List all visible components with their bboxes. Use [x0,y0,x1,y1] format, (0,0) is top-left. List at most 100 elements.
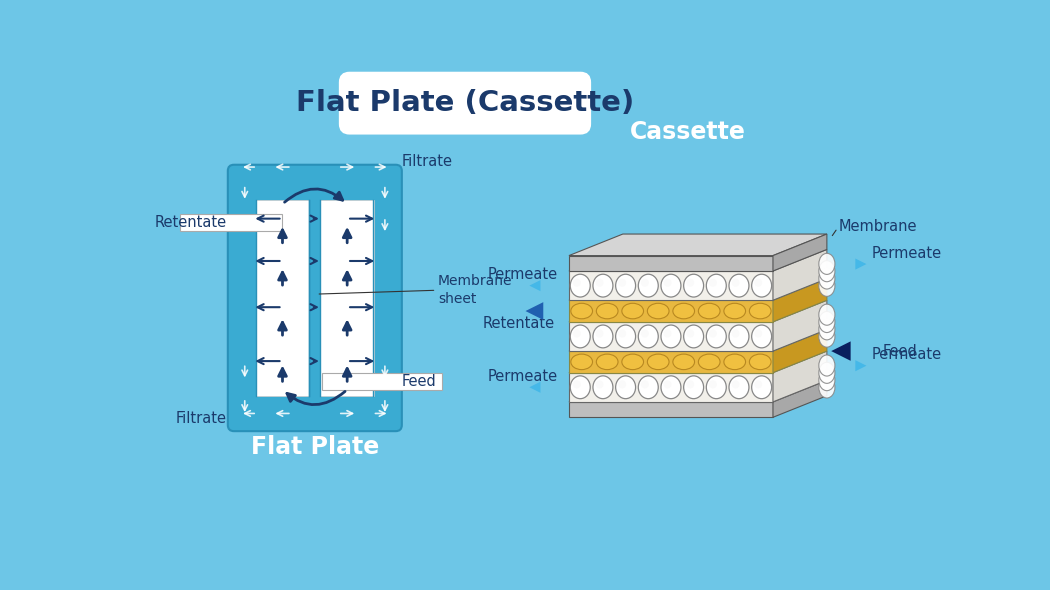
Ellipse shape [709,278,717,287]
Ellipse shape [732,380,739,388]
Ellipse shape [707,376,727,399]
Text: Retentate: Retentate [154,215,227,230]
Ellipse shape [687,278,694,287]
Polygon shape [569,271,773,300]
Ellipse shape [640,278,649,287]
Ellipse shape [648,303,669,319]
Ellipse shape [684,325,704,348]
Polygon shape [569,330,827,351]
Ellipse shape [752,325,772,348]
Ellipse shape [752,274,772,297]
Ellipse shape [573,278,581,287]
Ellipse shape [819,362,835,384]
Ellipse shape [819,369,835,391]
Ellipse shape [595,329,604,337]
Text: Flat Plate (Cassette): Flat Plate (Cassette) [296,89,634,117]
Ellipse shape [673,303,694,319]
Ellipse shape [648,354,669,369]
Ellipse shape [819,312,835,333]
Ellipse shape [615,325,635,348]
Ellipse shape [596,303,618,319]
FancyBboxPatch shape [228,165,402,431]
Bar [181,214,282,231]
Text: Permeate: Permeate [487,369,558,384]
Ellipse shape [571,303,592,319]
Polygon shape [569,255,773,271]
Ellipse shape [754,278,762,287]
Ellipse shape [819,268,835,289]
Ellipse shape [615,376,635,399]
Ellipse shape [732,278,739,287]
Bar [255,200,310,396]
Text: Flat Plate: Flat Plate [251,435,379,458]
Ellipse shape [698,303,720,319]
Ellipse shape [664,329,672,337]
Ellipse shape [687,380,694,388]
Ellipse shape [723,354,746,369]
Text: Filtrate: Filtrate [402,154,453,169]
Ellipse shape [684,274,704,297]
Ellipse shape [698,354,720,369]
Ellipse shape [819,304,835,325]
Ellipse shape [571,354,592,369]
Ellipse shape [729,274,749,297]
Polygon shape [773,300,827,351]
Ellipse shape [673,354,694,369]
Polygon shape [773,381,827,417]
Ellipse shape [660,376,681,399]
Bar [321,373,442,389]
Ellipse shape [638,274,658,297]
Ellipse shape [660,325,681,348]
Ellipse shape [709,380,717,388]
Text: Permeate: Permeate [487,267,558,283]
Ellipse shape [707,325,727,348]
Text: Cassette: Cassette [630,120,747,145]
FancyBboxPatch shape [340,73,590,133]
Text: Membrane
sheet: Membrane sheet [438,274,512,306]
Ellipse shape [593,376,613,399]
Ellipse shape [664,380,672,388]
Ellipse shape [729,376,749,399]
Ellipse shape [819,253,835,274]
Polygon shape [773,234,827,271]
Text: Permeate: Permeate [872,348,942,362]
Polygon shape [569,373,773,402]
Ellipse shape [640,380,649,388]
Polygon shape [569,250,827,271]
Polygon shape [773,278,827,322]
Ellipse shape [707,274,727,297]
Polygon shape [569,234,827,255]
Ellipse shape [819,261,835,282]
Ellipse shape [750,354,771,369]
Ellipse shape [684,376,704,399]
Ellipse shape [595,380,604,388]
Ellipse shape [819,326,835,347]
Ellipse shape [638,376,658,399]
Polygon shape [773,250,827,300]
Ellipse shape [754,329,762,337]
Ellipse shape [595,278,604,287]
Ellipse shape [618,380,626,388]
Bar [310,200,320,396]
Ellipse shape [754,380,762,388]
Text: Feed: Feed [402,373,437,389]
Ellipse shape [819,276,835,296]
Text: Retentate: Retentate [483,316,555,331]
Ellipse shape [729,325,749,348]
Ellipse shape [618,329,626,337]
Ellipse shape [819,319,835,340]
Polygon shape [569,300,827,322]
Ellipse shape [573,380,581,388]
Ellipse shape [709,329,717,337]
Polygon shape [569,322,773,351]
Polygon shape [569,300,773,322]
Text: Permeate: Permeate [872,246,942,261]
Ellipse shape [615,274,635,297]
Ellipse shape [638,325,658,348]
Ellipse shape [687,329,694,337]
Ellipse shape [819,377,835,398]
Ellipse shape [570,325,590,348]
Polygon shape [569,351,773,373]
Ellipse shape [593,274,613,297]
Polygon shape [569,351,827,373]
